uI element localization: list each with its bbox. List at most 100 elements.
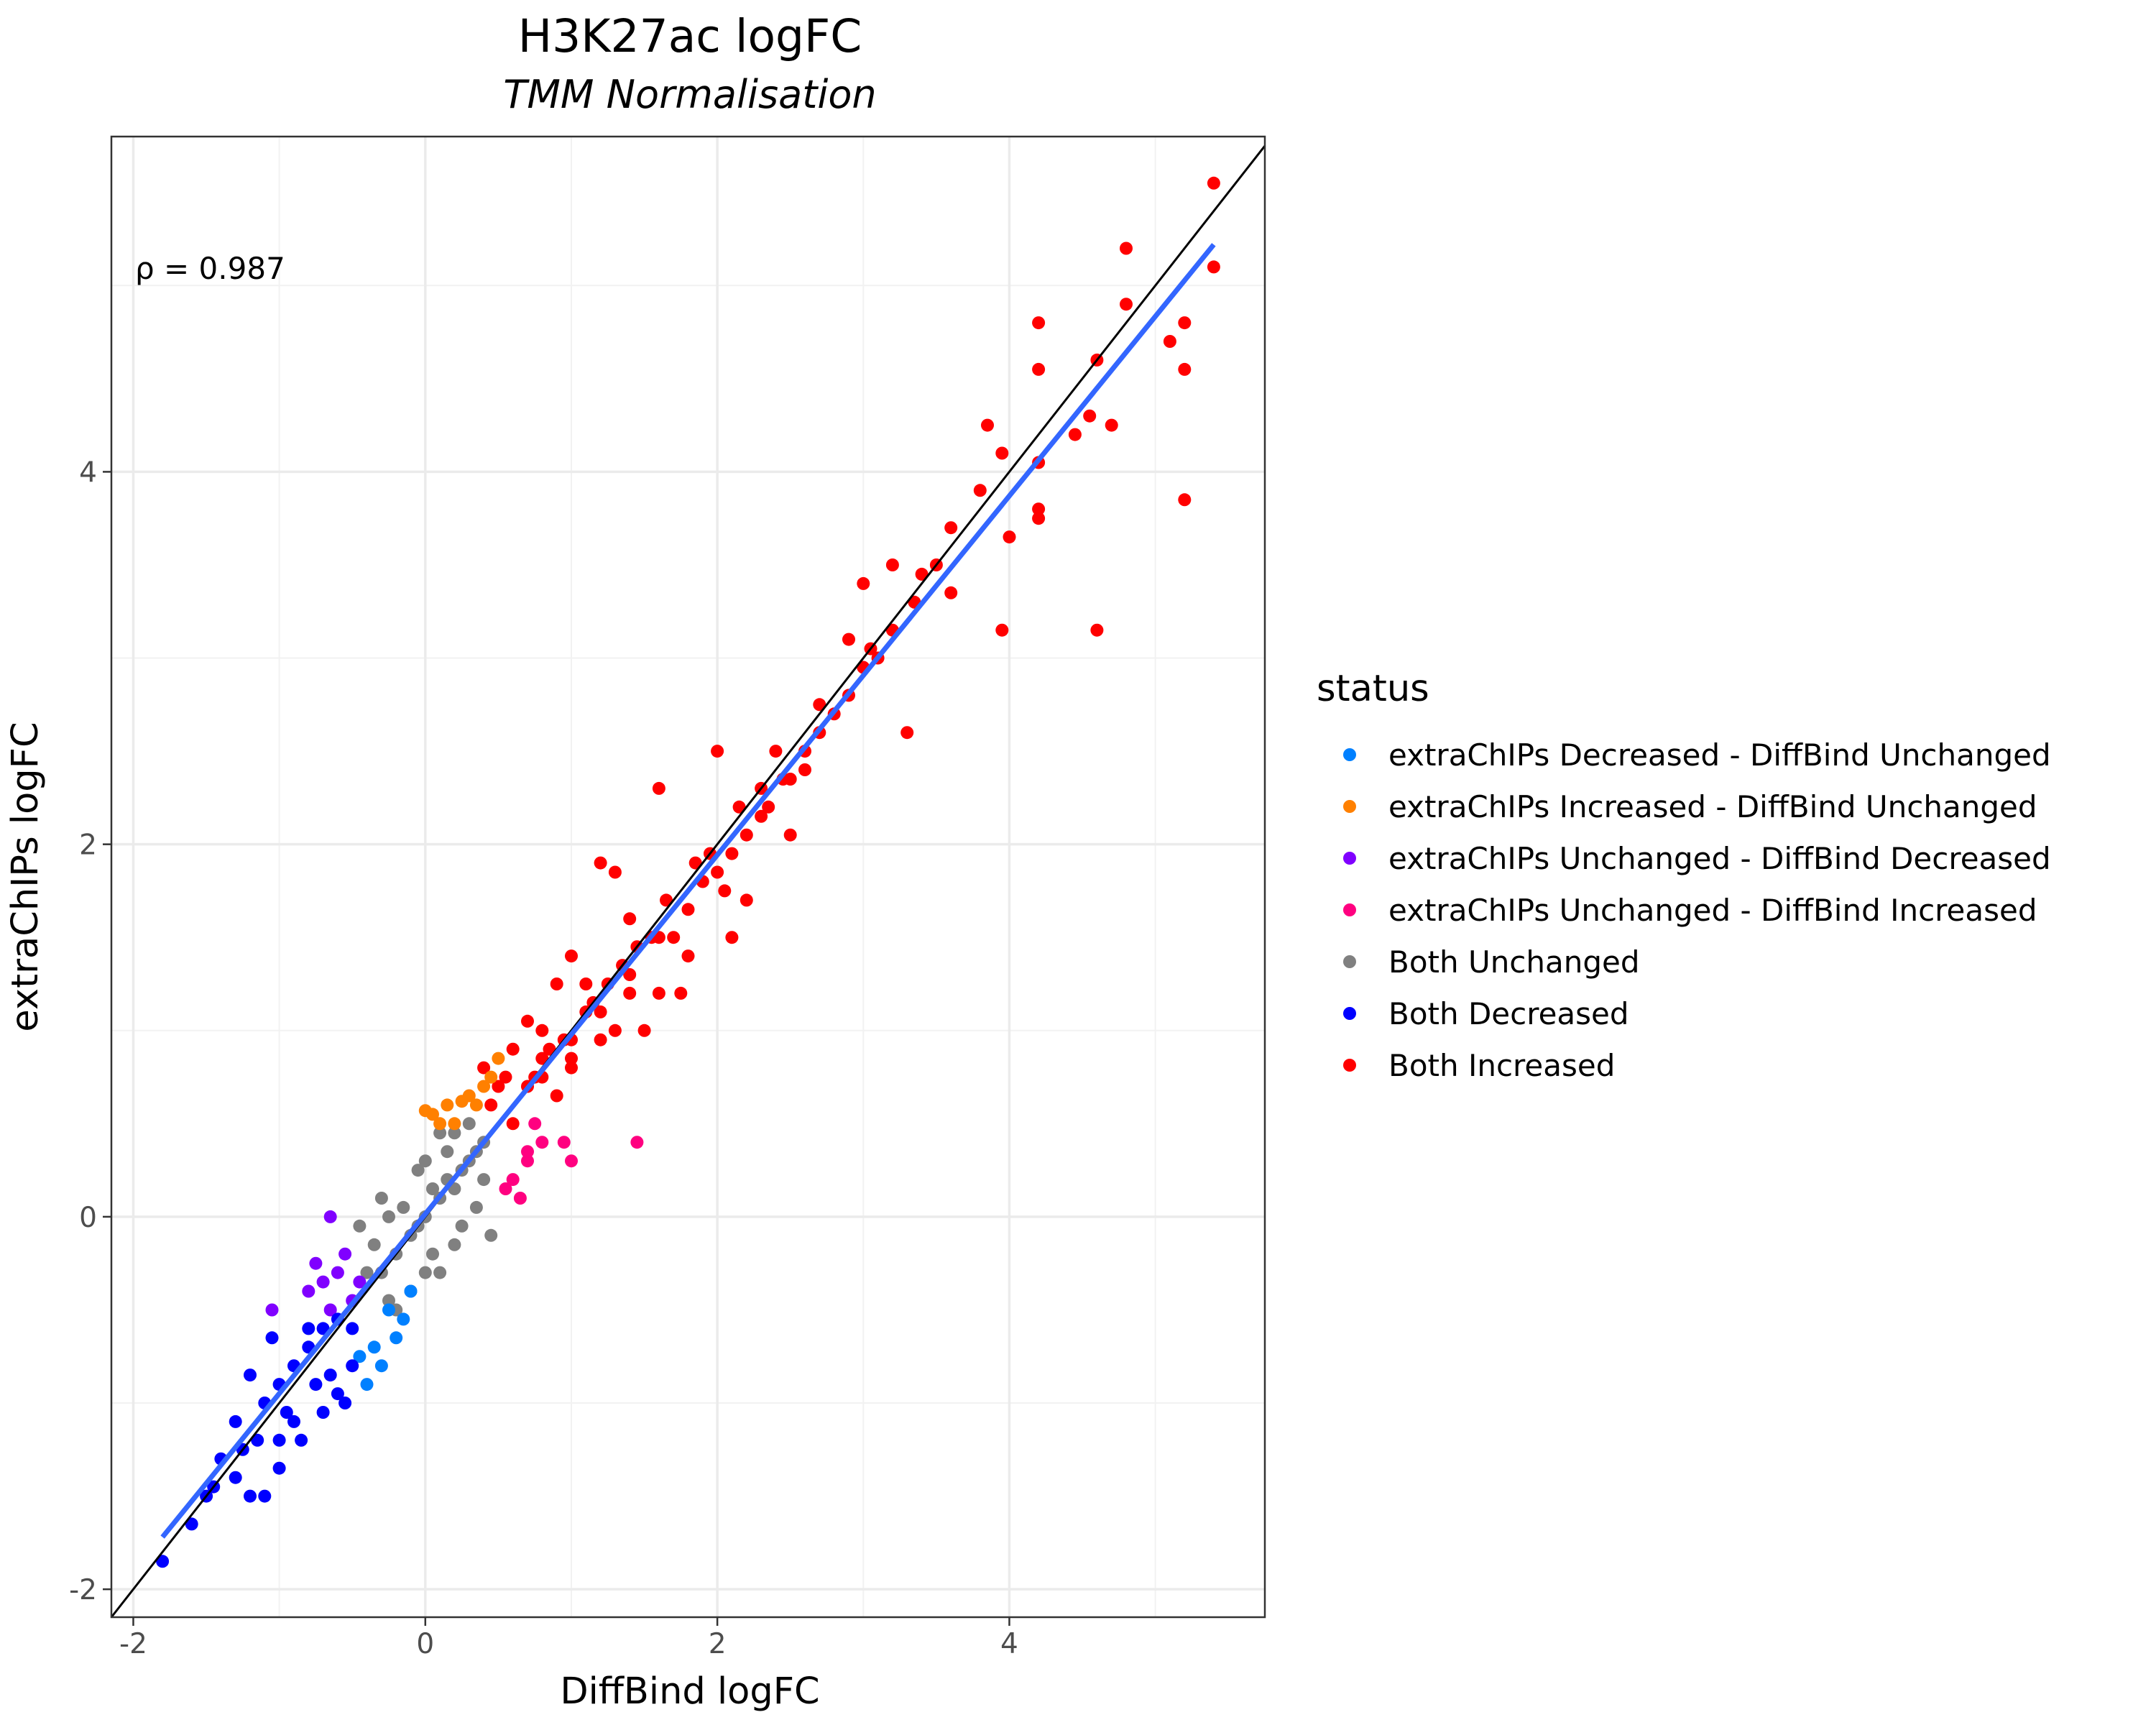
data-point: [418, 1266, 432, 1279]
data-point: [740, 893, 753, 907]
data-point: [981, 418, 994, 432]
data-point: [404, 1284, 418, 1298]
data-point: [1032, 502, 1046, 516]
x-tick-label: 0: [416, 1628, 434, 1660]
legend-swatch: [1343, 903, 1356, 916]
data-point: [426, 1182, 439, 1195]
data-point: [367, 1340, 381, 1354]
data-point: [338, 1247, 352, 1261]
legend-swatch: [1343, 1007, 1356, 1020]
data-point: [718, 884, 732, 898]
legend-label: Both Unchanged: [1388, 944, 1640, 980]
data-point: [272, 1461, 286, 1475]
data-point: [842, 632, 855, 646]
data-point: [1032, 362, 1046, 376]
data-point: [506, 1117, 520, 1131]
data-point: [1032, 316, 1046, 330]
data-point: [397, 1200, 410, 1214]
data-point: [798, 763, 811, 776]
data-point: [1032, 512, 1046, 525]
data-point: [1120, 242, 1133, 255]
data-point: [499, 1070, 512, 1084]
legend-label: extraChIPs Unchanged - DiffBind Decrease…: [1388, 841, 2051, 876]
data-point: [360, 1266, 374, 1279]
data-point: [630, 1136, 644, 1149]
data-point: [1120, 298, 1133, 311]
data-point: [652, 986, 665, 1000]
legend-swatch: [1343, 1059, 1356, 1072]
regression-line: [160, 243, 1216, 1539]
data-point: [623, 968, 637, 981]
data-point: [426, 1108, 439, 1121]
data-point: [1207, 260, 1220, 274]
data-point: [762, 800, 775, 814]
data-point: [462, 1117, 476, 1131]
data-point: [594, 1033, 607, 1046]
y-axis-title: extraChIPs logFC: [4, 722, 47, 1031]
data-point: [1083, 409, 1097, 423]
legend-label: extraChIPs Decreased - DiffBind Unchange…: [1388, 737, 2051, 773]
data-point: [469, 1098, 483, 1112]
data-point: [492, 1052, 505, 1065]
data-point: [185, 1517, 198, 1531]
data-point: [565, 1154, 578, 1168]
data-point: [229, 1471, 242, 1484]
data-point: [251, 1433, 264, 1447]
data-point: [594, 856, 607, 870]
data-point: [995, 623, 1009, 637]
data-point: [265, 1331, 279, 1345]
data-point: [688, 856, 702, 870]
data-point: [681, 903, 695, 916]
data-point: [397, 1312, 410, 1326]
data-point: [915, 567, 929, 581]
legend-entries: extraChIPs Decreased - DiffBind Unchange…: [1343, 737, 2051, 1083]
data-point: [433, 1117, 447, 1131]
data-point: [528, 1117, 542, 1131]
data-point: [711, 865, 724, 879]
data-point: [323, 1303, 337, 1317]
data-point: [346, 1359, 359, 1373]
data-point: [244, 1368, 257, 1382]
data-point: [441, 1145, 454, 1159]
data-point: [360, 1378, 374, 1392]
data-point: [667, 931, 681, 944]
legend-swatch: [1343, 748, 1356, 761]
data-point: [390, 1331, 403, 1345]
data-point: [367, 1238, 381, 1251]
data-point: [813, 698, 826, 712]
data-point: [755, 809, 768, 823]
legend-label: extraChIPs Unchanged - DiffBind Increase…: [1388, 893, 2037, 928]
data-point: [711, 745, 724, 758]
data-point: [382, 1303, 395, 1317]
data-point: [579, 978, 593, 990]
data-point: [543, 1042, 556, 1056]
data-point: [462, 1089, 476, 1103]
data-point: [521, 1154, 534, 1168]
y-tick-label: 0: [79, 1202, 97, 1234]
minor-gridlines: [111, 137, 1265, 1617]
data-point: [732, 800, 746, 814]
data-point: [418, 1154, 432, 1168]
data-point: [455, 1219, 469, 1233]
data-point: [331, 1387, 344, 1401]
data-point: [1207, 176, 1220, 190]
data-point: [323, 1210, 337, 1223]
data-point: [484, 1228, 498, 1242]
data-point: [353, 1219, 367, 1233]
chart-subtitle: TMM Normalisation: [503, 72, 876, 117]
y-tick-label: 4: [79, 456, 97, 489]
data-point: [156, 1555, 170, 1568]
y-axis: -2 0 2 4: [69, 456, 111, 1606]
legend-swatch: [1343, 800, 1356, 813]
data-point: [1105, 418, 1118, 432]
data-point: [499, 1182, 512, 1195]
data-point: [272, 1433, 286, 1447]
data-point: [1068, 428, 1082, 441]
data-point: [637, 1024, 651, 1037]
data-point: [309, 1378, 323, 1392]
data-point: [265, 1303, 279, 1317]
data-point: [484, 1070, 498, 1084]
data-point: [783, 828, 797, 842]
data-point: [338, 1397, 352, 1409]
